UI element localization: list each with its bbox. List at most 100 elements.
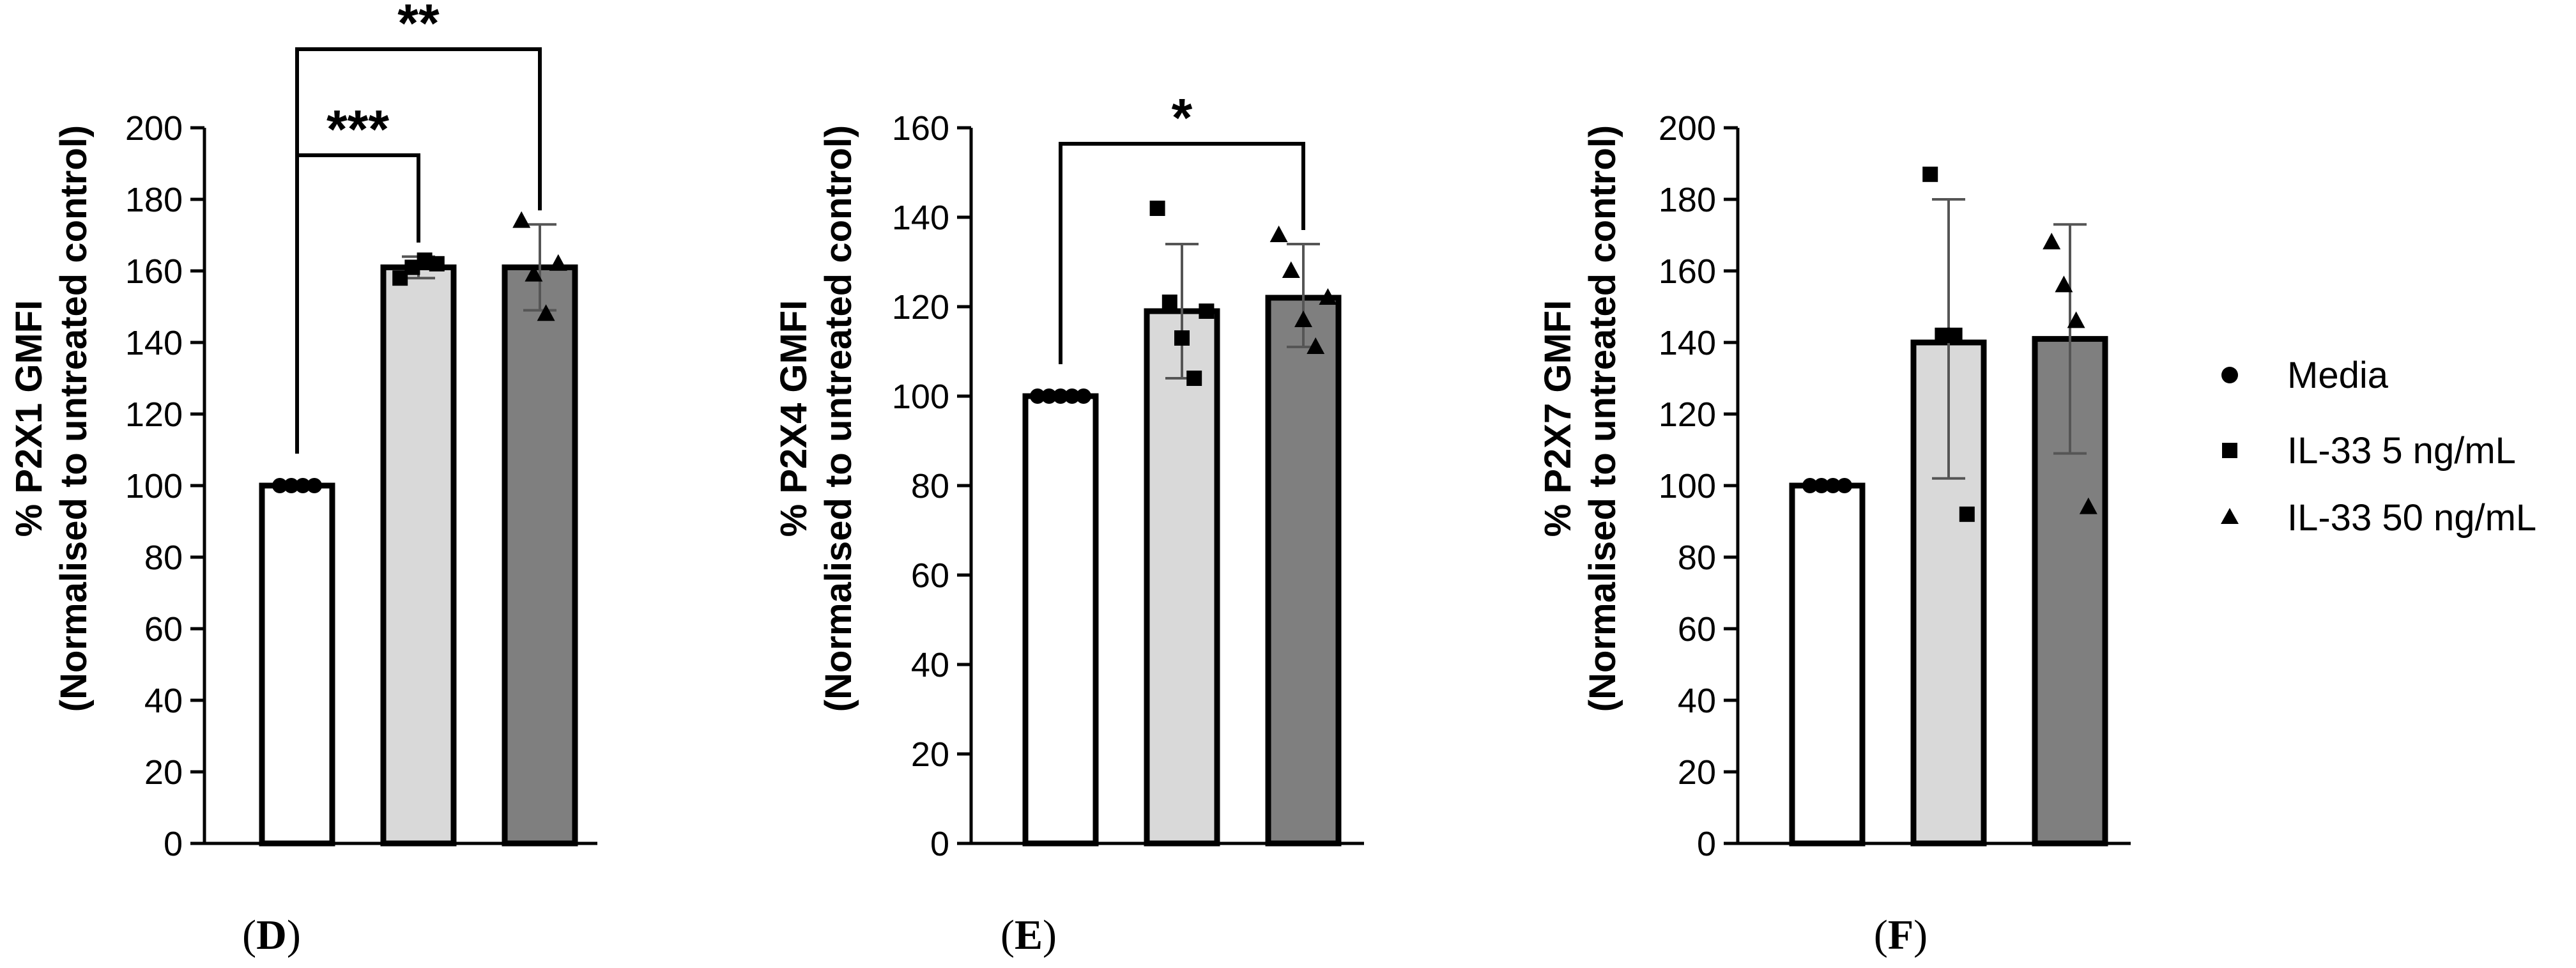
panel-e-point-media <box>1076 388 1091 404</box>
panel-e-bar-il33-50 <box>1265 295 1342 847</box>
panel-f-y-tick-label: 100 <box>1659 467 1716 505</box>
panel-f-label: (F) <box>1874 912 1928 958</box>
panel-e-ylabel-line1: % P2X4 GMFI <box>773 300 815 537</box>
panel-f-y-tick-label: 180 <box>1659 181 1716 219</box>
panel-d-point-media <box>295 478 310 493</box>
panel-f-y-tick-label: 200 <box>1659 109 1716 148</box>
panel-f-point-media <box>1837 478 1852 493</box>
panel-e-y-tick-label: 120 <box>892 288 949 327</box>
panel-d-point-il33-50 <box>512 211 531 228</box>
panel-e: % P2X4 GMFI (Normalised to untreated con… <box>773 88 1364 958</box>
panel-d-point-media <box>307 478 322 493</box>
panel-f-point-media <box>1825 478 1841 493</box>
legend: Media IL-33 5 ng/mL IL-33 50 ng/mL <box>2221 355 2536 539</box>
panel-f-y-tick-label: 60 <box>1678 610 1716 649</box>
panel-e-significance-label: * <box>1172 88 1193 148</box>
panel-d-y-tick-label: 180 <box>125 181 183 219</box>
panel-d-point-media <box>272 478 288 493</box>
panel-f-point-il33-5 <box>1959 506 1975 522</box>
panel-f-y-tick-label: 120 <box>1659 396 1716 434</box>
legend-circle-marker <box>2221 367 2238 383</box>
panel-f-point-il33-5 <box>1922 166 1938 182</box>
panel-e-bar-il33-5 <box>1144 308 1220 847</box>
panel-d-point-il33-50 <box>525 265 543 282</box>
panel-d-ylabel-line1: % P2X1 GMFI <box>8 300 50 537</box>
panel-d-significance-label: ** <box>397 0 440 53</box>
panel-e-point-il33-5 <box>1162 295 1177 310</box>
panel-e-point-il33-5 <box>1186 371 1202 386</box>
panel-e-significance-bracket <box>1059 142 1305 364</box>
legend-label-il33-5: IL-33 5 ng/mL <box>2287 430 2516 472</box>
legend-square-marker <box>2222 443 2237 458</box>
legend-label-media: Media <box>2287 355 2389 396</box>
panel-e-point-il33-50 <box>1282 261 1300 278</box>
panel-d-bar-media <box>259 482 335 847</box>
panel-e-point-il33-50 <box>1307 337 1325 354</box>
panel-e-plot: 0 20 40 60 80 100 120 140 160 * <box>892 88 1364 863</box>
panel-d-plot: 0 20 40 60 80 100 120 140 160 180 200 ***** <box>125 0 597 863</box>
panel-d-y-tick-label: 80 <box>144 539 183 577</box>
panel-e-label: (E) <box>1000 912 1057 958</box>
panel-f-y-tick-label: 20 <box>1678 753 1716 792</box>
panel-f-point-media <box>1802 478 1818 493</box>
panel-d-significance-bracket <box>295 47 542 454</box>
panel-f-point-media <box>1814 478 1829 493</box>
legend-label-il33-50: IL-33 50 ng/mL <box>2287 497 2536 539</box>
panel-d-point-il33-50 <box>537 304 555 321</box>
panel-d-ylabel-line2: (Normalised to untreated control) <box>53 125 95 712</box>
panel-d-bar-il33-50 <box>502 264 578 847</box>
panel-d-label: (D) <box>242 912 301 958</box>
panel-d-y-tick-label: 100 <box>125 467 183 505</box>
panel-f-bar-media <box>1789 482 1866 847</box>
panel-e-y-tick-label: 0 <box>930 825 949 863</box>
panel-d-significance-label: *** <box>326 99 389 159</box>
panel-d-y-tick-label: 20 <box>144 753 183 792</box>
panel-e-point-il33-50 <box>1319 288 1337 305</box>
panel-d-y-tick-label: 40 <box>144 682 183 720</box>
panel-f-ylabel-line2: (Normalised to untreated control) <box>1582 125 1623 712</box>
panel-d-point-il33-50 <box>549 254 567 271</box>
panel-d: % P2X1 GMFI (Normalised to untreated con… <box>8 0 597 958</box>
panel-e-point-media <box>1064 388 1080 404</box>
panel-f: % P2X7 GMFI (Normalised to untreated con… <box>1537 109 2131 958</box>
panel-e-y-tick-label: 160 <box>892 109 949 148</box>
panel-e-point-il33-5 <box>1149 201 1165 216</box>
panel-e-ylabel-line2: (Normalised to untreated control) <box>818 125 859 712</box>
panel-e-y-tick-label: 20 <box>911 735 949 774</box>
panel-e-point-il33-5 <box>1174 330 1190 346</box>
panel-f-y-tick-label: 40 <box>1678 682 1716 720</box>
panel-e-y-tick-label: 40 <box>911 646 949 684</box>
panel-d-bar-il33-5 <box>380 264 457 847</box>
panel-f-point-il33-50 <box>2043 233 2061 250</box>
panel-e-y-tick-label: 140 <box>892 199 949 237</box>
panel-f-point-il33-50 <box>2055 275 2073 293</box>
panel-d-point-il33-5 <box>429 256 445 272</box>
panel-e-y-tick-label: 80 <box>911 467 949 505</box>
panel-f-y-tick-label: 80 <box>1678 539 1716 577</box>
panel-e-point-media <box>1041 388 1057 404</box>
panel-d-y-tick-label: 160 <box>125 252 183 291</box>
legend-triangle-marker <box>2221 508 2239 524</box>
panel-e-point-il33-5 <box>1199 303 1215 319</box>
panel-f-y-tick-label: 140 <box>1659 324 1716 362</box>
panel-d-point-media <box>284 478 299 493</box>
panel-e-point-media <box>1030 388 1045 404</box>
panel-f-point-il33-5 <box>1947 327 1963 343</box>
panel-e-point-media <box>1053 388 1068 404</box>
panel-f-y-tick-label: 160 <box>1659 252 1716 291</box>
panel-d-y-tick-label: 120 <box>125 396 183 434</box>
panel-d-y-tick-label: 0 <box>164 825 183 863</box>
panel-e-bar-media <box>1022 393 1099 847</box>
panel-e-point-il33-50 <box>1294 311 1312 327</box>
panel-e-y-tick-label: 100 <box>892 378 949 416</box>
panel-d-y-tick-label: 140 <box>125 324 183 362</box>
panel-d-y-tick-label: 200 <box>125 109 183 148</box>
panel-e-y-tick-label: 60 <box>911 557 949 595</box>
panel-f-ylabel-line1: % P2X7 GMFI <box>1537 300 1579 537</box>
panel-f-plot: 0 20 40 60 80 100 120 140 160 180 200 <box>1659 109 2131 863</box>
panel-f-point-il33-50 <box>2079 497 2097 514</box>
panel-f-y-tick-label: 0 <box>1697 825 1716 863</box>
panel-d-y-tick-label: 60 <box>144 610 183 649</box>
panel-e-point-il33-50 <box>1269 226 1288 242</box>
